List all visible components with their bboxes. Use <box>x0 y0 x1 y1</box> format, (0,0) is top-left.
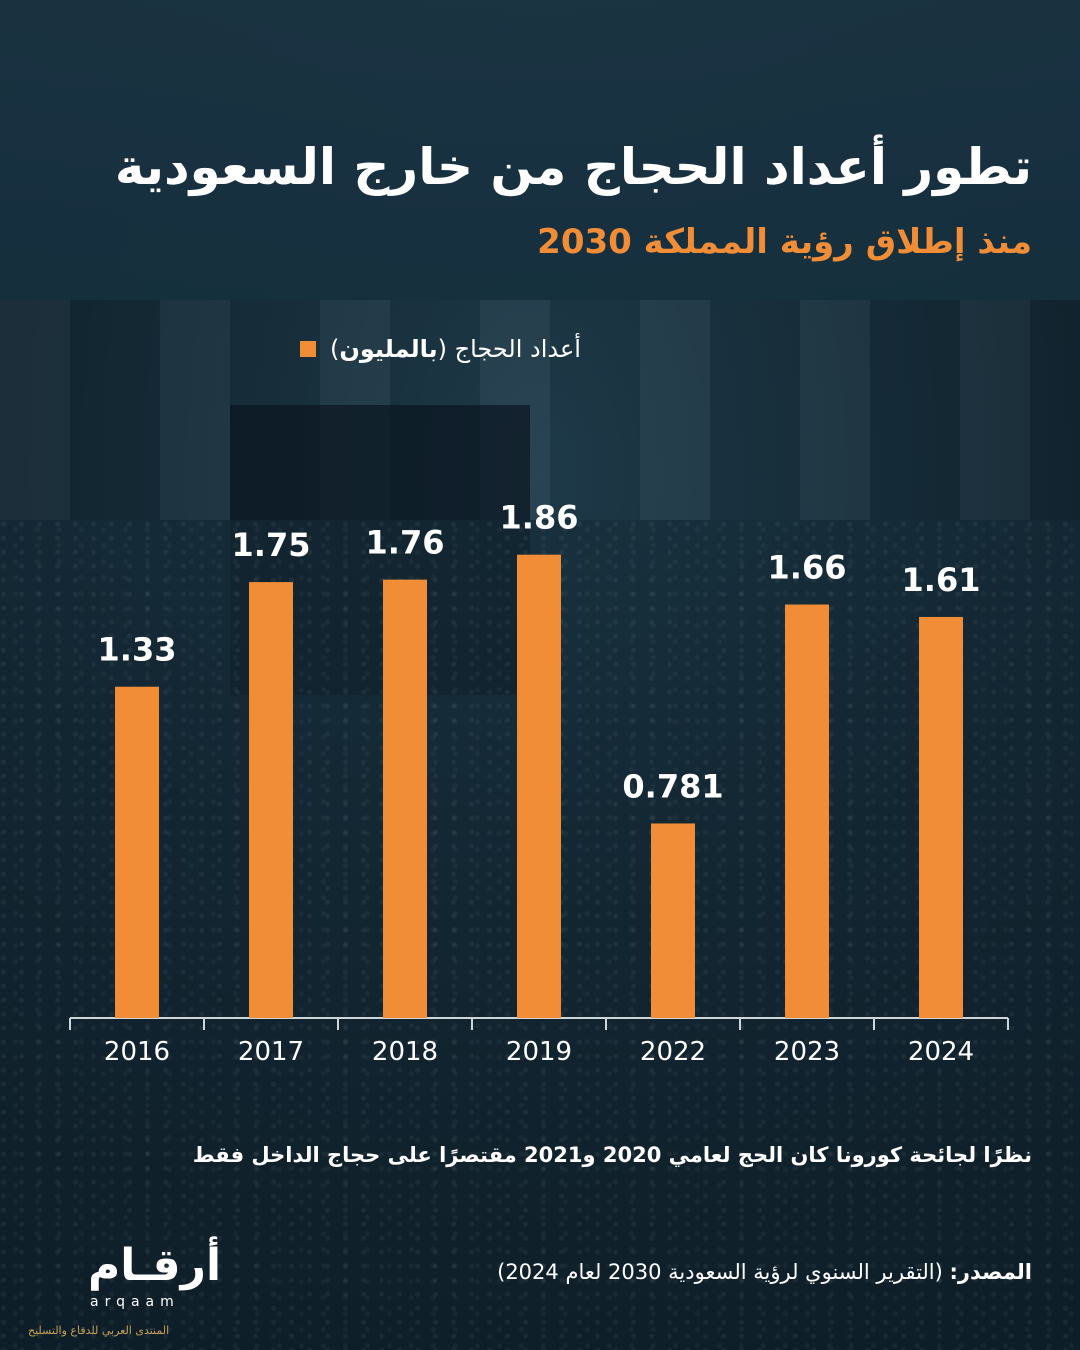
legend-label: أعداد الحجاج (بالمليون) <box>330 335 581 363</box>
logo-latin: arqaam <box>90 1294 180 1310</box>
page-subtitle: منذ إطلاق رؤية المملكة 2030 <box>537 222 1032 262</box>
x-tick-label-2018: 2018 <box>372 1037 438 1067</box>
x-tick-label-2016: 2016 <box>104 1037 170 1067</box>
logo-wordmark: أرقـام <box>88 1240 222 1291</box>
x-tick-label-2019: 2019 <box>506 1037 572 1067</box>
brand-logo: أرقـام arqaam المنتدى العربي للدفاع والت… <box>28 1240 248 1340</box>
chart-legend: أعداد الحجاج (بالمليون) <box>300 335 720 363</box>
source-line: المصدر: (التقرير السنوي لرؤية السعودية 2… <box>332 1260 1032 1284</box>
page-title: تطور أعداد الحجاج من خارج السعودية <box>114 138 1032 196</box>
bar-2024 <box>919 616 963 1018</box>
data-label-2024: 1.61 <box>902 561 981 599</box>
data-label-2018: 1.76 <box>366 524 445 562</box>
data-label-2017: 1.75 <box>232 526 311 564</box>
data-label-2023: 1.66 <box>768 549 847 587</box>
legend-label-close: ) <box>330 335 340 363</box>
logo-tagline: المنتدى العربي للدفاع والتسليح <box>28 1324 170 1337</box>
data-label-2016: 1.33 <box>98 631 177 669</box>
legend-label-plain: أعداد الحجاج ( <box>437 335 581 363</box>
data-label-2019: 1.86 <box>500 499 579 537</box>
x-tick-label-2023: 2023 <box>774 1037 840 1067</box>
bar-2016 <box>115 686 159 1018</box>
bar-2017 <box>249 582 293 1018</box>
source-label: المصدر: <box>949 1260 1032 1284</box>
x-tick-label-2024: 2024 <box>908 1037 974 1067</box>
footnote: نظرًا لجائحة كورونا كان الحج لعامي 2020 … <box>192 1143 1032 1167</box>
data-label-2022: 0.781 <box>622 767 723 805</box>
source-text: (التقرير السنوي لرؤية السعودية 2030 لعام… <box>497 1260 950 1284</box>
background-arches <box>0 300 1080 520</box>
x-tick-label-2022: 2022 <box>640 1037 706 1067</box>
bar-2019 <box>517 554 561 1018</box>
background-skyline <box>0 0 1080 300</box>
x-tick-label-2017: 2017 <box>238 1037 304 1067</box>
legend-label-bold: بالمليون <box>339 335 438 363</box>
bar-2018 <box>383 579 427 1018</box>
bar-2022 <box>651 823 695 1018</box>
legend-swatch <box>300 341 316 357</box>
bar-2023 <box>785 604 829 1018</box>
